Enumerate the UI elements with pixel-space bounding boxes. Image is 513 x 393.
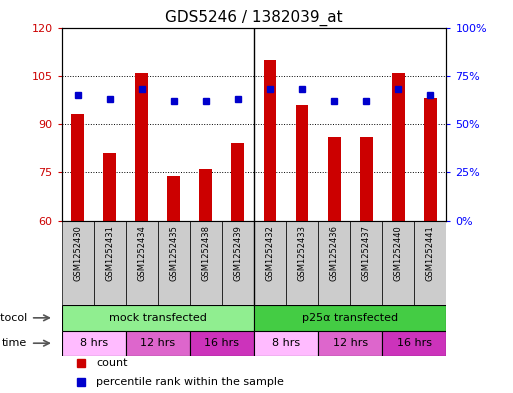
Text: 8 hrs: 8 hrs [80, 338, 108, 348]
Bar [93, 220, 126, 305]
Bar [318, 220, 350, 305]
Bar [254, 331, 318, 356]
Text: time: time [2, 338, 27, 348]
Text: mock transfected: mock transfected [109, 313, 207, 323]
Bar [135, 73, 148, 220]
Bar [126, 220, 158, 305]
Bar [71, 114, 84, 220]
Text: GSM1252439: GSM1252439 [233, 225, 243, 281]
Text: GSM1252437: GSM1252437 [362, 225, 371, 281]
Text: percentile rank within the sample: percentile rank within the sample [96, 377, 284, 387]
Title: GDS5246 / 1382039_at: GDS5246 / 1382039_at [165, 10, 343, 26]
Bar [254, 305, 446, 331]
Text: GSM1252441: GSM1252441 [426, 225, 435, 281]
Text: p25α transfected: p25α transfected [302, 313, 398, 323]
Bar [200, 169, 212, 220]
Text: 12 hrs: 12 hrs [140, 338, 175, 348]
Text: 8 hrs: 8 hrs [272, 338, 300, 348]
Text: 16 hrs: 16 hrs [397, 338, 432, 348]
Text: GSM1252434: GSM1252434 [137, 225, 146, 281]
Bar [158, 220, 190, 305]
Bar [286, 220, 318, 305]
Bar [415, 220, 446, 305]
Bar [382, 331, 446, 356]
Text: GSM1252430: GSM1252430 [73, 225, 82, 281]
Bar [222, 220, 254, 305]
Bar [231, 143, 244, 220]
Bar [350, 220, 382, 305]
Text: GSM1252436: GSM1252436 [329, 225, 339, 281]
Bar [360, 137, 372, 220]
Bar [167, 176, 180, 220]
Bar [254, 220, 286, 305]
Bar [328, 137, 341, 220]
Text: protocol: protocol [0, 313, 27, 323]
Bar [62, 331, 126, 356]
Text: GSM1252438: GSM1252438 [201, 225, 210, 281]
Bar [264, 60, 277, 220]
Text: GSM1252431: GSM1252431 [105, 225, 114, 281]
Text: 12 hrs: 12 hrs [332, 338, 368, 348]
Text: count: count [96, 358, 128, 367]
Bar [190, 331, 254, 356]
Bar [318, 331, 382, 356]
Bar [382, 220, 415, 305]
Bar [103, 153, 116, 220]
Text: GSM1252435: GSM1252435 [169, 225, 179, 281]
Bar [62, 220, 93, 305]
Bar [62, 305, 254, 331]
Bar [392, 73, 405, 220]
Text: 16 hrs: 16 hrs [204, 338, 240, 348]
Bar [295, 105, 308, 220]
Bar [190, 220, 222, 305]
Text: GSM1252433: GSM1252433 [298, 225, 307, 281]
Bar [424, 98, 437, 220]
Text: GSM1252432: GSM1252432 [265, 225, 274, 281]
Text: GSM1252440: GSM1252440 [393, 225, 403, 281]
Bar [126, 331, 190, 356]
